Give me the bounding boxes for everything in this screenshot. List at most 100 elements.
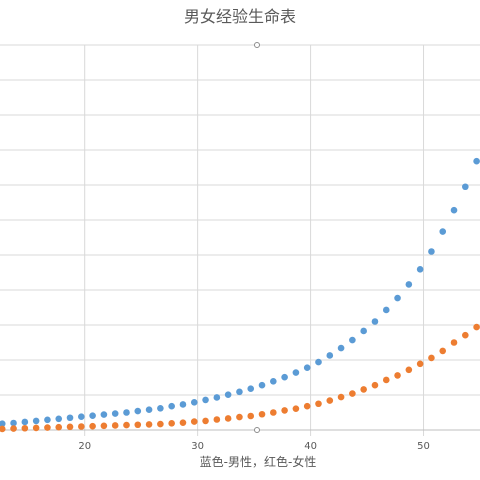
male-data-point [21,418,29,426]
female-data-point [157,420,164,428]
male-data-point [55,415,63,423]
male-data-point [213,394,221,401]
female-data-point [247,412,255,420]
female-data-point [371,381,379,389]
male-data-point [202,396,209,404]
male-data-point [78,413,85,421]
female-data-point [0,425,6,433]
male-data-point [111,410,119,417]
male-data-point [270,378,277,385]
female-data-point [78,423,85,430]
male-data-point [134,407,142,415]
female-data-point [394,372,401,379]
male-data-point [66,414,74,422]
chart-title: 男女经验生命表 [184,7,296,26]
female-data-point [337,393,345,401]
male-data-point [405,281,413,288]
female-data-point [55,423,63,431]
male-data-point [281,373,288,381]
female-data-point [281,407,288,414]
x-tick-label: 50 [417,441,430,452]
male-data-point [157,405,164,412]
male-data-point [100,411,108,418]
x-tick-label: 30 [191,441,204,452]
male-data-point [0,420,6,427]
male-data-point [258,381,266,389]
female-data-point [439,347,447,355]
female-data-point [428,354,435,362]
male-data-point [349,336,356,344]
female-data-point [236,413,243,421]
male-data-point [462,183,469,191]
series-male [0,157,480,427]
x-tick-label: 40 [304,441,317,452]
male-data-point [10,419,17,427]
x-axis-label: 蓝色-男性，红色-女性 [200,454,317,469]
female-data-point [179,419,187,426]
female-data-point [224,415,232,422]
female-data-point [292,405,300,412]
male-data-point [315,358,322,366]
male-data-point [326,352,334,359]
x-tick-label: 20 [78,441,91,452]
male-data-point [360,327,367,335]
male-data-point [236,388,243,396]
male-data-point [303,364,311,372]
female-data-point [10,425,17,432]
male-data-point [44,416,51,424]
male-data-point [145,406,153,414]
male-data-point [439,228,447,235]
male-data-point [428,248,435,255]
x-tick-labels: 20 30 40 50 [78,441,430,452]
plot-area-handle[interactable] [254,42,260,48]
female-data-point [89,422,96,430]
male-data-point [371,318,379,325]
female-data-point [360,386,367,393]
male-data-point [179,401,187,408]
male-data-point [190,399,198,406]
male-data-point [89,412,96,419]
male-data-point [394,294,401,302]
female-data-point [111,422,119,429]
male-data-point [32,417,40,425]
female-data-point [123,421,130,429]
male-data-point [224,391,232,398]
female-data-point [213,416,221,423]
male-data-point [292,369,300,376]
female-data-point [303,402,311,410]
plot-area-handle[interactable] [254,427,260,433]
female-data-point [21,424,29,432]
male-data-point [168,402,175,410]
male-data-point [247,385,255,393]
female-data-point [100,422,108,430]
female-data-point [315,400,322,408]
female-data-point [44,424,51,431]
grid-lines [0,44,480,436]
male-data-point [450,206,458,214]
male-data-point [337,344,345,352]
male-data-point [382,306,390,314]
female-data-point [349,390,356,397]
female-data-point [66,423,74,431]
female-data-point [326,397,334,404]
male-data-point [416,266,424,273]
female-data-point [190,418,198,425]
data-series [0,157,480,433]
plot-area-handles[interactable] [254,42,260,433]
female-data-point [405,366,413,374]
female-data-point [450,339,458,346]
female-data-point [382,376,390,384]
series-female [0,323,480,433]
female-data-point [134,421,142,429]
female-data-point [202,417,209,425]
male-data-point [123,409,130,416]
male-data-point [473,157,480,165]
female-data-point [145,421,153,428]
female-data-point [258,410,266,418]
female-data-point [462,331,469,339]
female-data-point [473,323,480,331]
female-data-point [168,420,175,427]
female-data-point [32,424,40,432]
female-data-point [270,409,277,416]
